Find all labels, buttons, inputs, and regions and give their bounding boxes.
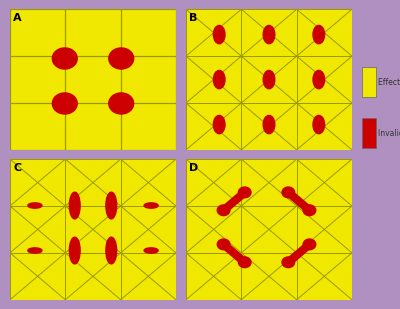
Bar: [362, 118, 376, 148]
Circle shape: [238, 187, 251, 198]
Circle shape: [109, 93, 134, 114]
Circle shape: [282, 187, 295, 198]
Ellipse shape: [263, 116, 275, 134]
Text: A: A: [13, 14, 22, 23]
Circle shape: [238, 257, 251, 268]
Ellipse shape: [313, 25, 325, 44]
Circle shape: [52, 93, 77, 114]
Circle shape: [217, 205, 230, 216]
Ellipse shape: [28, 203, 42, 208]
Ellipse shape: [313, 116, 325, 134]
Ellipse shape: [144, 248, 158, 253]
Circle shape: [52, 48, 77, 69]
Ellipse shape: [69, 192, 80, 219]
Ellipse shape: [263, 70, 275, 89]
Ellipse shape: [144, 203, 158, 208]
Text: Effective drainage zone: Effective drainage zone: [378, 78, 400, 87]
Circle shape: [217, 239, 230, 250]
Circle shape: [109, 48, 134, 69]
Ellipse shape: [106, 192, 117, 219]
Ellipse shape: [263, 25, 275, 44]
Circle shape: [303, 239, 316, 250]
Text: Invalid drainage zone: Invalid drainage zone: [378, 129, 400, 138]
Ellipse shape: [213, 25, 225, 44]
Circle shape: [303, 205, 316, 216]
Ellipse shape: [28, 248, 42, 253]
Text: D: D: [189, 163, 198, 173]
Ellipse shape: [313, 70, 325, 89]
Bar: [362, 67, 376, 97]
Circle shape: [282, 257, 295, 268]
Ellipse shape: [213, 70, 225, 89]
Ellipse shape: [213, 116, 225, 134]
Ellipse shape: [69, 237, 80, 264]
Text: C: C: [13, 163, 22, 173]
Ellipse shape: [106, 237, 117, 264]
Text: B: B: [189, 14, 198, 23]
